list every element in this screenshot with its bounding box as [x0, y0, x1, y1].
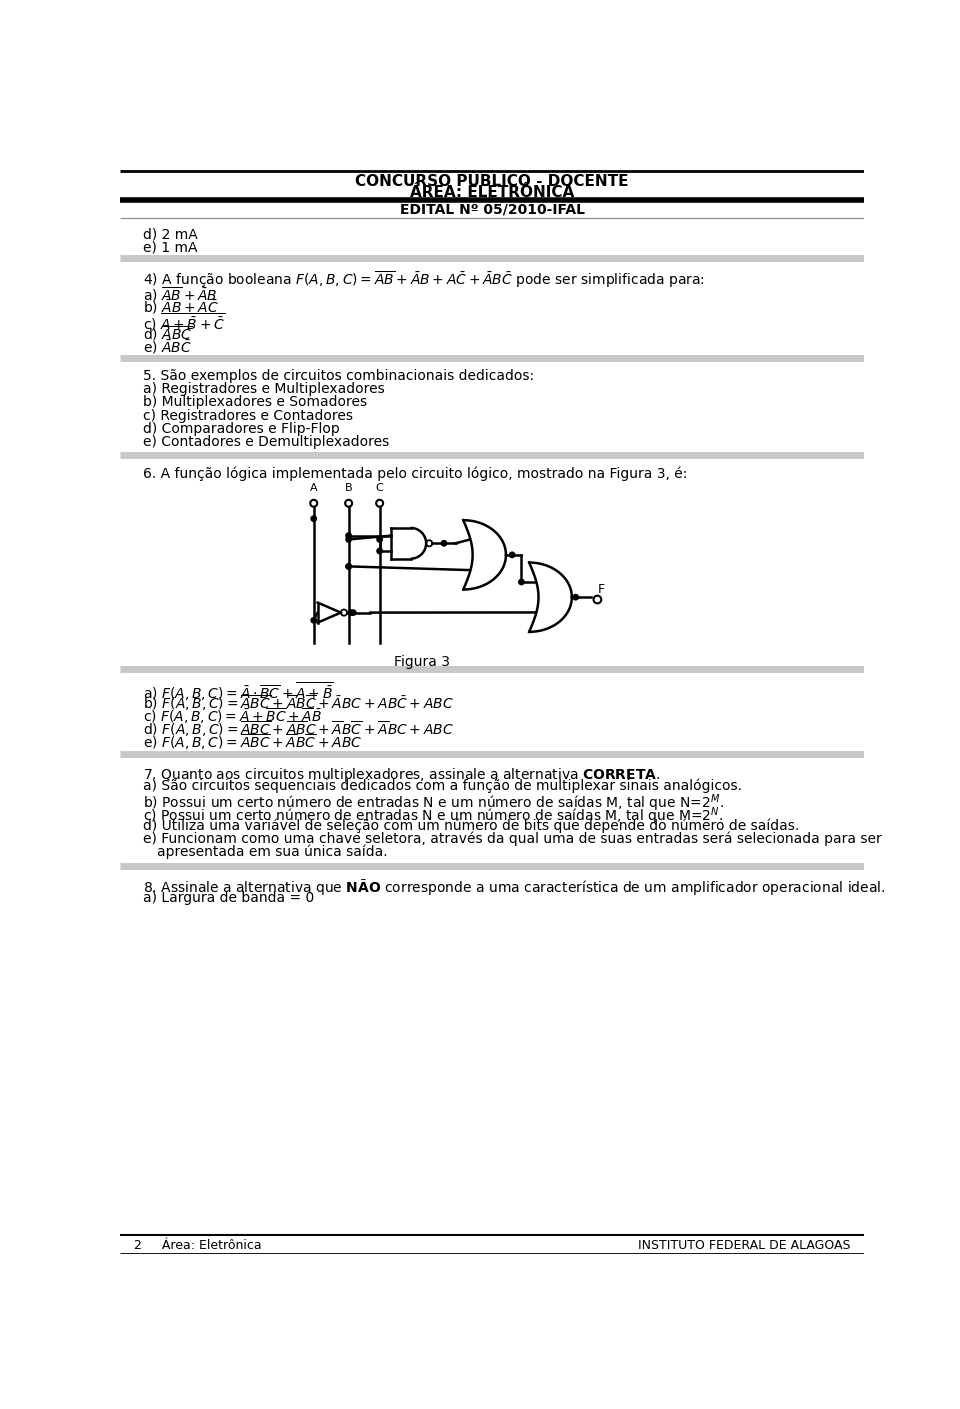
Circle shape	[377, 548, 382, 554]
Text: CONCURSO PÚBLICO - DOCENTE: CONCURSO PÚBLICO - DOCENTE	[355, 173, 629, 189]
Text: Figura 3: Figura 3	[395, 655, 450, 669]
Circle shape	[350, 610, 356, 616]
Text: e) Contadores e Demultiplexadores: e) Contadores e Demultiplexadores	[143, 435, 390, 448]
Text: 7. Quanto aos circuitos multiplexadores, assinale a alternativa $\mathbf{CORRETA: 7. Quanto aos circuitos multiplexadores,…	[143, 766, 660, 783]
Text: B: B	[345, 483, 352, 493]
Circle shape	[346, 533, 351, 538]
Circle shape	[442, 541, 446, 547]
Text: c) Possui um certo número de entradas N e um número de saídas M, tal que M=2$^N$: c) Possui um certo número de entradas N …	[143, 805, 724, 827]
Circle shape	[346, 564, 351, 569]
Text: d) $\overline{ABC}$: d) $\overline{ABC}$	[143, 324, 193, 342]
Circle shape	[573, 595, 579, 600]
Text: 5. São exemplos de circuitos combinacionais dedicados:: 5. São exemplos de circuitos combinacion…	[143, 369, 535, 383]
Text: 8. Assinale a alternativa que $\mathbf{NÃO}$ corresponde a uma característica de: 8. Assinale a alternativa que $\mathbf{N…	[143, 878, 886, 898]
Text: e) 1 mA: e) 1 mA	[143, 241, 198, 255]
Text: a) $\overline{AB} + \bar{A}B$: a) $\overline{AB} + \bar{A}B$	[143, 286, 218, 304]
Text: 6. A função lógica implementada pelo circuito lógico, mostrado na Figura 3, é:: 6. A função lógica implementada pelo cir…	[143, 466, 687, 480]
Text: EDITAL Nº 05/2010-IFAL: EDITAL Nº 05/2010-IFAL	[399, 203, 585, 217]
Text: d) Comparadores e Flip-Flop: d) Comparadores e Flip-Flop	[143, 421, 340, 435]
Text: c) Registradores e Contadores: c) Registradores e Contadores	[143, 409, 353, 423]
Text: d) Utiliza uma variável de seleção com um número de bits que depende do número d: d) Utiliza uma variável de seleção com u…	[143, 819, 800, 833]
Text: b) Multiplexadores e Somadores: b) Multiplexadores e Somadores	[143, 396, 368, 410]
Text: c) $F(A,B,C) = \bar{A} + \overline{BC} + \overline{A}\bar{B}$: c) $F(A,B,C) = \bar{A} + \overline{BC} +…	[143, 706, 323, 726]
Text: C: C	[375, 483, 383, 493]
Text: b) $\bar{A}B + A\bar{C}$: b) $\bar{A}B + A\bar{C}$	[143, 299, 219, 316]
Text: e) $\bar{A}B\bar{C}$: e) $\bar{A}B\bar{C}$	[143, 338, 192, 355]
Circle shape	[346, 564, 351, 569]
Text: c) $\overline{A + \bar{B} + \bar{C}}$: c) $\overline{A + \bar{B} + \bar{C}}$	[143, 311, 226, 333]
Circle shape	[510, 552, 515, 558]
Text: a) Registradores e Multiplexadores: a) Registradores e Multiplexadores	[143, 382, 385, 396]
Text: a) $F(A,B,C) = \bar{A} \cdot \overline{BC} + \overline{A+\bar{B}}$: a) $F(A,B,C) = \bar{A} \cdot \overline{B…	[143, 681, 334, 703]
Circle shape	[518, 579, 524, 585]
Circle shape	[311, 516, 317, 521]
Text: A: A	[310, 483, 318, 493]
Text: a) São circuitos sequenciais dedicados com a função de multiplexar sinais analóg: a) São circuitos sequenciais dedicados c…	[143, 779, 742, 793]
Text: 2     Área: Eletrônica: 2 Área: Eletrônica	[134, 1240, 261, 1253]
Text: 4) A função booleana $F(A,B,C) = \overline{AB} + \bar{A}B + A\bar{C} + \bar{A}B\: 4) A função booleana $F(A,B,C) = \overli…	[143, 269, 705, 290]
Text: e) $F(A,B,C) = \overline{ABC} + \overline{A}B\overline{C} + ABC$: e) $F(A,B,C) = \overline{ABC} + \overlin…	[143, 733, 363, 752]
Text: a) Largura de banda = 0: a) Largura de banda = 0	[143, 890, 315, 905]
Circle shape	[377, 537, 382, 542]
Circle shape	[346, 537, 351, 542]
Circle shape	[348, 610, 353, 616]
Text: INSTITUTO FEDERAL DE ALAGOAS: INSTITUTO FEDERAL DE ALAGOAS	[637, 1240, 850, 1253]
Text: e) Funcionam como uma chave seletora, através da qual uma de suas entradas será : e) Funcionam como uma chave seletora, at…	[143, 831, 882, 845]
Text: ÁREA: ELETRÔNICA: ÁREA: ELETRÔNICA	[410, 185, 574, 200]
Circle shape	[311, 617, 317, 623]
Text: d) $F(A,B,C) = \overline{ABC} + \overline{A}\overline{B}C + \overline{A}B\overli: d) $F(A,B,C) = \overline{ABC} + \overlin…	[143, 720, 454, 740]
Text: F: F	[597, 583, 605, 596]
Text: d) 2 mA: d) 2 mA	[143, 228, 198, 241]
Text: b) Possui um certo número de entradas N e um número de saídas M, tal que N=2$^M$: b) Possui um certo número de entradas N …	[143, 792, 724, 813]
Text: b) $F(A,B,C) = \overline{ABC} + \overline{A}B\overline{C} + \bar{A}B C + AB\bar{: b) $F(A,B,C) = \overline{ABC} + \overlin…	[143, 693, 454, 713]
Text: apresentada em sua única saída.: apresentada em sua única saída.	[157, 844, 388, 859]
